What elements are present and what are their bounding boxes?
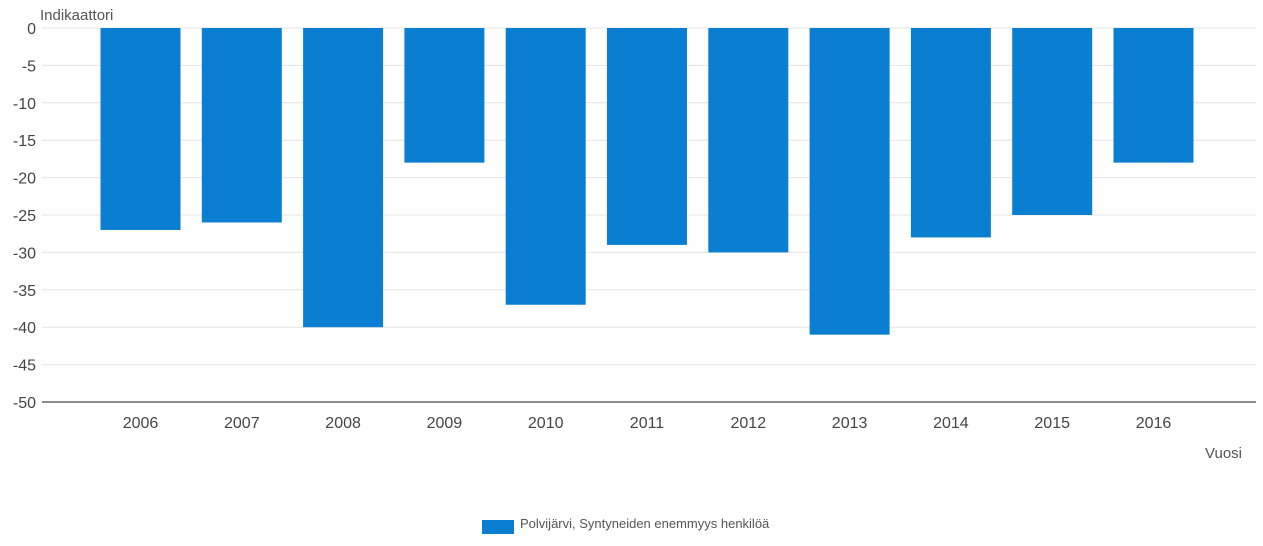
bar-2008[interactable] [303,28,384,328]
bar-2016[interactable] [1113,28,1194,163]
y-tick-label: -20 [13,171,36,188]
x-tick-label: 2014 [933,415,969,432]
y-tick-label: -15 [13,133,36,150]
x-tick-label: 2009 [427,415,463,432]
x-axis-ticks: 2006 2007 2008 2009 2010 2011 2012 2013 2014 2015… [123,415,1172,432]
x-tick-label: 2010 [528,415,564,432]
x-tick-label: 2008 [325,415,361,432]
x-tick-label: 2007 [224,415,260,432]
bar-2006[interactable] [100,28,181,230]
y-tick-label: -50 [13,395,36,412]
bars [100,28,1194,335]
y-tick-label: -35 [13,283,36,300]
y-tick-label: -5 [22,58,36,75]
y-axis-title: Indikaattori [40,7,113,24]
x-tick-label: 2006 [123,415,159,432]
y-tick-label: 0 [27,21,36,38]
bar-2011[interactable] [607,28,687,245]
x-axis-title: Vuosi [1205,445,1242,462]
x-tick-label: 2016 [1136,415,1172,432]
legend-label: Polvijärvi, Syntyneiden enemmyys henkilö… [520,516,770,531]
bar-2015[interactable] [1012,28,1093,215]
bar-2014[interactable] [910,28,991,238]
y-axis-ticks: 0 -5 -10 -15 -20 -25 -30 -35 -40 -45 -50 [13,21,36,412]
y-tick-label: -30 [13,245,36,262]
bar-2010[interactable] [505,28,586,305]
y-tick-label: -10 [13,96,36,113]
x-tick-label: 2012 [731,415,767,432]
y-tick-label: -25 [13,208,36,225]
x-tick-label: 2011 [630,415,665,432]
x-tick-label: 2015 [1034,415,1070,432]
bar-2009[interactable] [404,28,485,163]
x-tick-label: 2013 [832,415,868,432]
legend: Polvijärvi, Syntyneiden enemmyys henkilö… [482,517,790,534]
bar-2013[interactable] [809,28,890,335]
y-tick-label: -40 [13,320,36,337]
y-tick-label: -45 [13,358,36,375]
bar-2012[interactable] [708,28,789,253]
legend-swatch [482,520,514,534]
bar-2007[interactable] [201,28,282,223]
